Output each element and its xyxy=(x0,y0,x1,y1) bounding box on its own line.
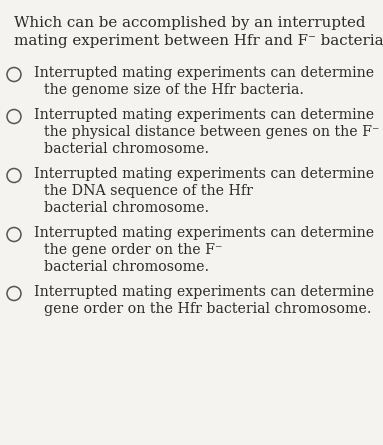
Text: Interrupted mating experiments can determine: Interrupted mating experiments can deter… xyxy=(34,167,374,181)
Text: bacterial chromosome.: bacterial chromosome. xyxy=(44,260,209,274)
Text: bacterial chromosome.: bacterial chromosome. xyxy=(44,201,209,215)
Text: Interrupted mating experiments can determine: Interrupted mating experiments can deter… xyxy=(34,285,374,299)
Text: the DNA sequence of the Hfr: the DNA sequence of the Hfr xyxy=(44,184,253,198)
Text: Interrupted mating experiments can determine: Interrupted mating experiments can deter… xyxy=(34,108,374,122)
Text: bacterial chromosome.: bacterial chromosome. xyxy=(44,142,209,156)
Text: gene order on the Hfr bacterial chromosome.: gene order on the Hfr bacterial chromoso… xyxy=(44,302,372,316)
Text: Which can be accomplished by an interrupted: Which can be accomplished by an interrup… xyxy=(14,16,365,30)
Text: the physical distance between genes on the F⁻: the physical distance between genes on t… xyxy=(44,125,380,139)
Text: the genome size of the Hfr bacteria.: the genome size of the Hfr bacteria. xyxy=(44,83,304,97)
Text: Interrupted mating experiments can determine: Interrupted mating experiments can deter… xyxy=(34,66,374,80)
Text: the gene order on the F⁻: the gene order on the F⁻ xyxy=(44,243,223,257)
Text: Interrupted mating experiments can determine: Interrupted mating experiments can deter… xyxy=(34,226,374,240)
Text: mating experiment between Hfr and F⁻ bacteria?: mating experiment between Hfr and F⁻ bac… xyxy=(14,34,383,48)
